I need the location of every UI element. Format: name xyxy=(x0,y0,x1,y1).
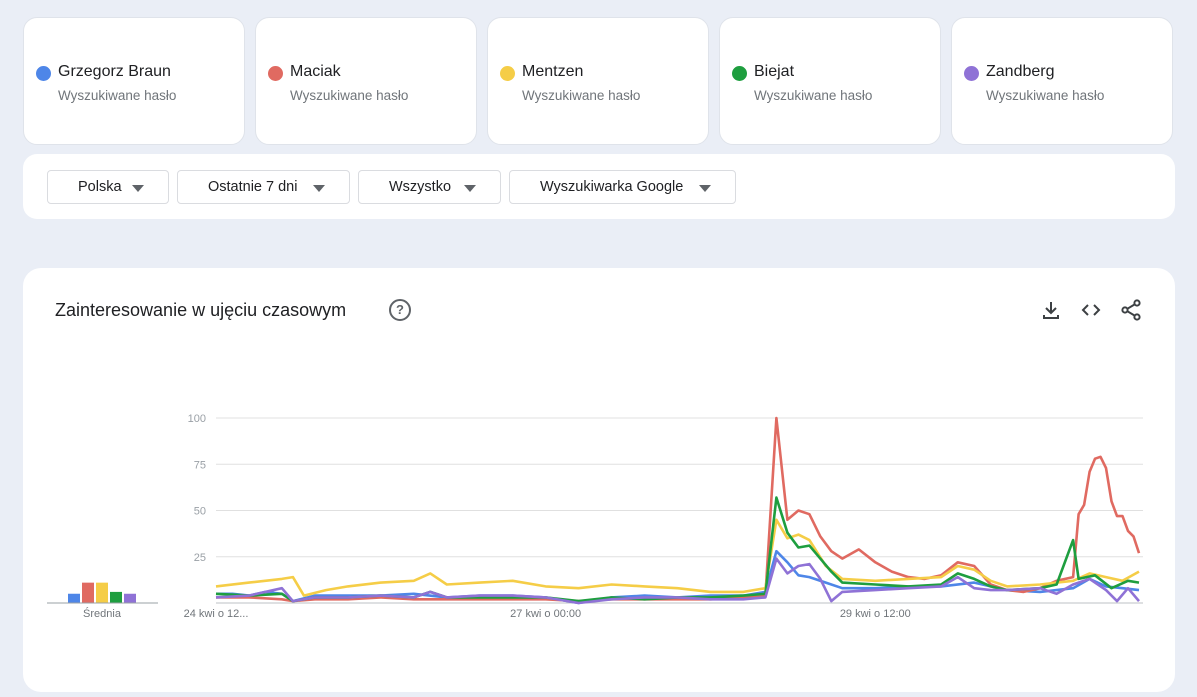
series-line[interactable] xyxy=(216,416,1141,603)
series-color-dot xyxy=(36,66,51,81)
term-subtitle: Wyszukiwane hasło xyxy=(522,88,641,103)
term-subtitle: Wyszukiwane hasło xyxy=(754,88,873,103)
y-tick-label: 100 xyxy=(188,413,206,425)
series-color-dot xyxy=(732,66,747,81)
region-dropdown[interactable]: Polska xyxy=(47,170,169,204)
panel-title: Zainteresowanie w ujęciu czasowym xyxy=(55,300,347,320)
series-line[interactable] xyxy=(215,518,1140,597)
embed-icon[interactable] xyxy=(1079,298,1103,322)
y-tick-label: 25 xyxy=(194,552,206,564)
y-tick-label: 50 xyxy=(194,506,206,518)
region-value: Polska xyxy=(78,179,122,195)
filter-bar: Polska Ostatnie 7 dni Wszystko Wyszukiwa… xyxy=(23,154,1175,219)
caret-down-icon xyxy=(699,185,711,192)
term-card-2[interactable]: Maciak Wyszukiwane hasło xyxy=(255,17,477,145)
average-bar xyxy=(68,593,80,603)
average-bar xyxy=(96,582,108,603)
term-name: Maciak xyxy=(290,63,341,80)
caret-down-icon xyxy=(313,185,325,192)
y-tick-label: 75 xyxy=(194,459,206,471)
term-name: Mentzen xyxy=(522,63,584,80)
series-lines xyxy=(215,416,1141,605)
average-bar xyxy=(110,591,122,603)
trend-chart[interactable]: 25 50 75 100 24 kwi o 12... 27 kwi o 00:00 29… xyxy=(23,268,1175,692)
term-subtitle: Wyszukiwane hasło xyxy=(290,88,409,103)
average-bars xyxy=(68,582,136,603)
period-value: Ostatnie 7 dni xyxy=(208,179,298,195)
x-tick-label: 29 kwi o 12:00 xyxy=(840,608,911,620)
category-dropdown[interactable]: Wszystko xyxy=(358,170,501,204)
source-dropdown[interactable]: Wyszukiwarka Google xyxy=(509,170,736,204)
average-label: Średnia xyxy=(83,607,122,620)
series-line[interactable] xyxy=(216,549,1140,605)
term-name: Biejat xyxy=(754,63,795,80)
source-value: Wyszukiwarka Google xyxy=(540,179,684,195)
average-bar xyxy=(82,582,94,603)
share-icon[interactable] xyxy=(1119,298,1143,322)
caret-down-icon xyxy=(132,185,144,192)
x-tick-label: 27 kwi o 00:00 xyxy=(510,608,581,620)
period-dropdown[interactable]: Ostatnie 7 dni xyxy=(177,170,350,204)
grid-lines xyxy=(216,417,1143,604)
download-icon[interactable] xyxy=(1039,298,1063,322)
term-card-5[interactable]: Zandberg Wyszukiwane hasło xyxy=(951,17,1173,145)
term-name: Grzegorz Braun xyxy=(58,63,171,80)
term-subtitle: Wyszukiwane hasło xyxy=(986,88,1105,103)
x-tick-label: 24 kwi o 12... xyxy=(184,608,249,620)
series-line[interactable] xyxy=(215,557,1140,605)
caret-down-icon xyxy=(464,185,476,192)
series-color-dot xyxy=(964,66,979,81)
y-axis-labels: 25 50 75 100 xyxy=(188,413,206,564)
term-subtitle: Wyszukiwane hasło xyxy=(58,88,177,103)
term-card-3[interactable]: Mentzen Wyszukiwane hasło xyxy=(487,17,709,145)
term-card-1[interactable]: Grzegorz Braun Wyszukiwane hasło xyxy=(23,17,245,145)
category-value: Wszystko xyxy=(389,179,452,195)
x-axis-labels: 24 kwi o 12... 27 kwi o 00:00 29 kwi o 12:… xyxy=(184,608,911,620)
interest-over-time-panel: Zainteresowanie w ujęciu czasowym ? 25 50… xyxy=(23,268,1175,692)
term-card-4[interactable]: Biejat Wyszukiwane hasło xyxy=(719,17,941,145)
term-name: Zandberg xyxy=(986,63,1055,80)
series-color-dot xyxy=(268,66,283,81)
average-bar xyxy=(124,593,136,603)
series-color-dot xyxy=(500,66,515,81)
help-icon[interactable]: ? xyxy=(389,299,411,321)
